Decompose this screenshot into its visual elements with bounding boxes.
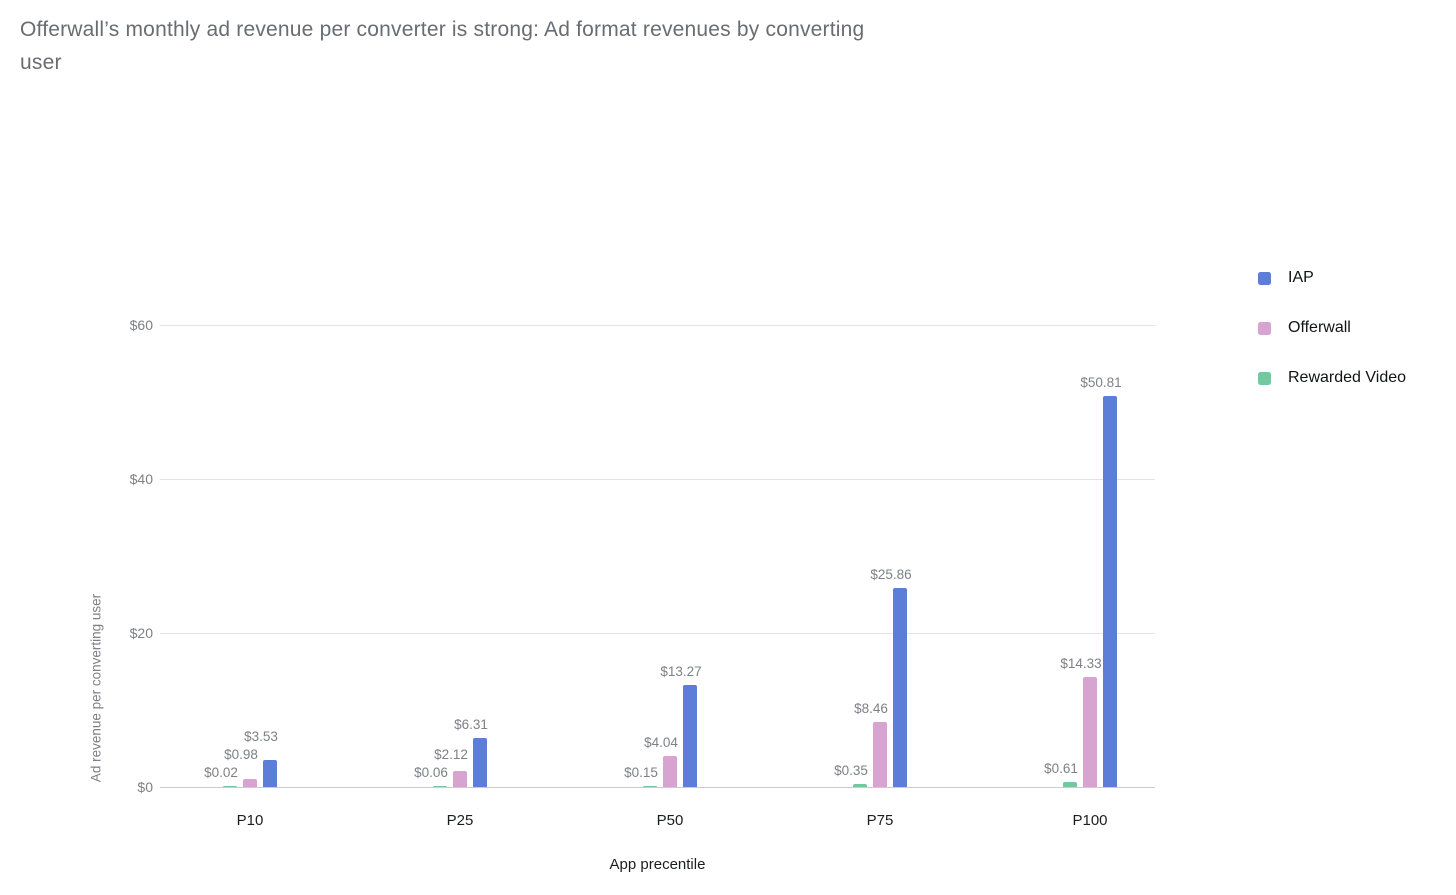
bar-rewarded-video-p100[interactable] [1063, 782, 1077, 787]
bar-offerwall-p25[interactable] [453, 770, 467, 787]
x-axis-baseline [160, 787, 1155, 788]
bar-rewarded-video-p25[interactable] [433, 785, 447, 787]
gridline [160, 479, 1155, 480]
category-label-p100: P100 [1072, 812, 1108, 829]
category-label-p10: P10 [236, 812, 264, 829]
bar-iap-p75[interactable] [893, 587, 907, 787]
bar-value-label: $50.81 [1080, 374, 1122, 390]
bar-offerwall-p50[interactable] [663, 755, 677, 787]
bar-value-label: $13.27 [660, 663, 702, 679]
bar-iap-p100[interactable] [1103, 395, 1117, 787]
bar-value-label: $0.61 [1044, 761, 1078, 777]
legend-swatch-icon [1258, 371, 1271, 385]
bar-iap-p25[interactable] [473, 738, 487, 787]
bar-value-label: $8.46 [854, 700, 888, 716]
bar-rewarded-video-p50[interactable] [643, 785, 657, 787]
bar-offerwall-p75[interactable] [873, 721, 887, 787]
legend-swatch-icon [1258, 321, 1271, 335]
gridline [160, 633, 1155, 634]
gridline [160, 325, 1155, 326]
x-axis-title: App precentile [609, 856, 706, 873]
category-label-p50: P50 [656, 812, 684, 829]
bar-value-label: $4.04 [644, 734, 678, 750]
y-tick-label: $20 [129, 625, 153, 641]
chart-title: Offerwall’s monthly ad revenue per conve… [20, 18, 865, 74]
bar-value-label: $0.35 [834, 763, 868, 779]
legend: IAP Offerwall Rewarded Video [1258, 268, 1406, 418]
legend-label: IAP [1288, 269, 1314, 286]
legend-label: Rewarded Video [1288, 369, 1407, 386]
bar-offerwall-p10[interactable] [243, 779, 257, 787]
bar-value-label: $0.06 [414, 764, 448, 780]
y-tick-label: $0 [137, 779, 153, 795]
category-label-p25: P25 [446, 812, 474, 829]
bar-value-label: $2.12 [434, 746, 468, 762]
bar-value-label: $0.15 [624, 764, 658, 780]
legend-item-offerwall[interactable]: Offerwall [1258, 318, 1406, 338]
legend-label: Offerwall [1288, 319, 1351, 336]
bar-value-label: $25.86 [870, 566, 912, 582]
category-label-p75: P75 [866, 812, 894, 829]
bar-iap-p10[interactable] [263, 759, 277, 787]
y-axis-title: Ad revenue per converting user [88, 593, 104, 783]
legend-item-iap[interactable]: IAP [1258, 268, 1406, 288]
bar-value-label: $6.31 [454, 717, 488, 733]
bar-value-label: $14.33 [1060, 655, 1102, 671]
bar-value-label: $3.53 [244, 728, 278, 744]
legend-swatch-icon [1258, 271, 1271, 285]
legend-item-rewarded-video[interactable]: Rewarded Video [1258, 368, 1406, 388]
bar-value-label: $0.02 [204, 764, 238, 780]
bar-iap-p50[interactable] [683, 684, 697, 787]
y-tick-label: $60 [129, 317, 153, 333]
bar-offerwall-p100[interactable] [1083, 676, 1097, 787]
bar-rewarded-video-p10[interactable] [223, 785, 237, 787]
y-tick-label: $40 [129, 471, 153, 487]
bar-rewarded-video-p75[interactable] [853, 784, 867, 787]
bar-value-label: $0.98 [224, 746, 258, 762]
